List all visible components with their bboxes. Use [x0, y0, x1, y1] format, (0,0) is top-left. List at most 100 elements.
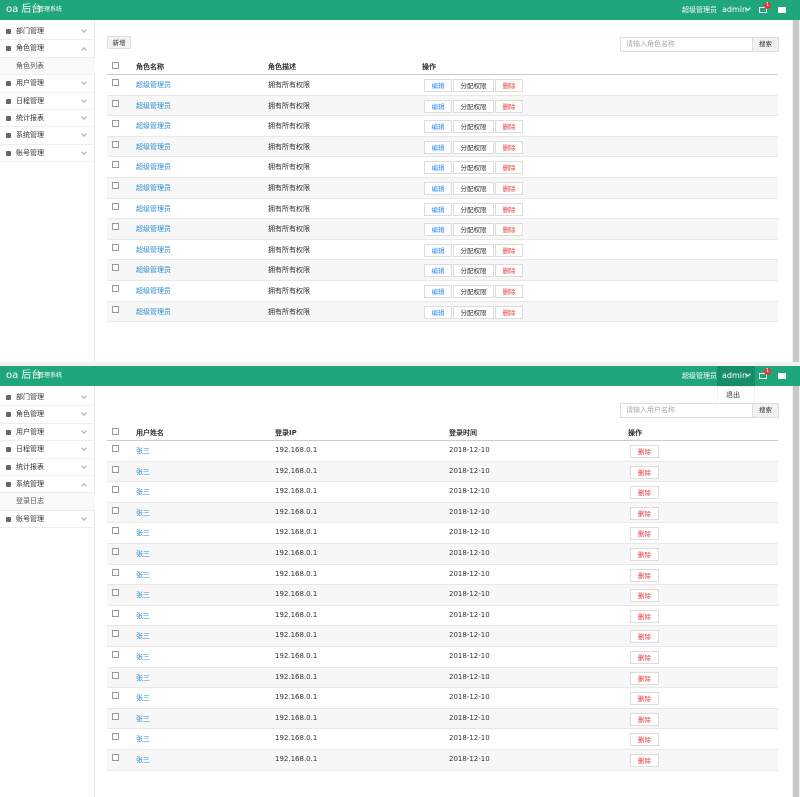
- action-button[interactable]: 编辑: [424, 223, 452, 237]
- action-button[interactable]: 编辑: [424, 99, 452, 113]
- logo[interactable]: oa 后台: [6, 4, 42, 15]
- name-link[interactable]: 超级管理员: [136, 225, 171, 234]
- submenu-item[interactable]: 登录日志: [0, 493, 95, 511]
- action-button[interactable]: 删除: [495, 285, 523, 298]
- menu-label[interactable]: 系统管理: [16, 480, 44, 488]
- checkbox[interactable]: [112, 182, 119, 189]
- action-button[interactable]: 编辑: [424, 243, 452, 257]
- menu-item[interactable]: 用户管理: [0, 424, 95, 442]
- menu-label[interactable]: 用户管理: [16, 79, 44, 88]
- checkbox[interactable]: [112, 754, 119, 761]
- menu-item[interactable]: 账号管理: [0, 145, 95, 163]
- action-button[interactable]: 分配权限: [453, 79, 494, 92]
- checkbox[interactable]: [112, 140, 119, 148]
- user-name[interactable]: admin: [722, 5, 748, 14]
- action-button[interactable]: 删除: [630, 486, 659, 500]
- name-link[interactable]: 超级管理员: [136, 245, 171, 254]
- name-link[interactable]: 张三: [136, 714, 150, 723]
- action-button[interactable]: 删除: [630, 733, 659, 747]
- action-button[interactable]: 删除: [630, 671, 659, 685]
- mail-icon[interactable]: [759, 373, 767, 379]
- action-button[interactable]: 分配权限: [453, 120, 494, 134]
- name-link[interactable]: 超级管理员: [136, 287, 171, 295]
- checkbox[interactable]: [112, 548, 119, 555]
- checkbox[interactable]: [112, 568, 119, 576]
- search-button[interactable]: 搜索: [752, 403, 779, 418]
- menu-label[interactable]: 账号管理: [16, 514, 44, 523]
- action-button[interactable]: 删除: [630, 548, 659, 561]
- action-button[interactable]: 分配权限: [453, 285, 494, 298]
- checkbox[interactable]: [112, 465, 119, 473]
- action-button[interactable]: 编辑: [424, 79, 452, 92]
- skin-icon[interactable]: [778, 373, 786, 379]
- action-button[interactable]: 删除: [630, 692, 659, 706]
- action-button[interactable]: 分配权限: [453, 305, 494, 319]
- menu-label[interactable]: 用户管理: [16, 427, 44, 436]
- action-button[interactable]: 删除: [495, 223, 523, 237]
- name-link[interactable]: 张三: [136, 570, 150, 579]
- menu-item[interactable]: 退出: [726, 391, 740, 399]
- action-button[interactable]: 删除: [630, 754, 659, 767]
- action-button[interactable]: 删除: [630, 630, 659, 644]
- logo[interactable]: oa 后台: [6, 370, 42, 381]
- menu-label[interactable]: 统计报表: [16, 114, 44, 122]
- action-button[interactable]: 编辑: [424, 202, 452, 216]
- action-button[interactable]: 删除: [630, 527, 659, 541]
- action-button[interactable]: 分配权限: [453, 202, 494, 216]
- menu-item[interactable]: 系统管理: [0, 476, 95, 494]
- menu-item[interactable]: 统计报表: [0, 110, 95, 128]
- name-link[interactable]: 超级管理员: [136, 81, 171, 89]
- checkbox[interactable]: [112, 692, 119, 700]
- name-link[interactable]: 超级管理员: [136, 163, 171, 172]
- name-link[interactable]: 张三: [136, 488, 150, 497]
- checkbox[interactable]: [112, 527, 119, 535]
- checkbox[interactable]: [112, 223, 119, 231]
- action-button[interactable]: 删除: [495, 243, 523, 257]
- checkbox[interactable]: [112, 99, 119, 107]
- mail-icon[interactable]: [759, 7, 767, 13]
- checkbox[interactable]: [112, 202, 119, 210]
- menu-item[interactable]: 角色管理: [0, 406, 95, 424]
- action-button[interactable]: 分配权限: [453, 223, 494, 237]
- checkbox[interactable]: [112, 161, 119, 169]
- menu-item[interactable]: 角色管理: [0, 40, 95, 58]
- checkbox[interactable]: [112, 445, 119, 452]
- action-button[interactable]: 编辑: [424, 264, 452, 278]
- checkbox[interactable]: [112, 486, 119, 494]
- name-link[interactable]: 张三: [136, 447, 150, 455]
- action-button[interactable]: 删除: [495, 161, 523, 175]
- name-link[interactable]: 张三: [136, 735, 150, 744]
- name-link[interactable]: 超级管理员: [136, 266, 171, 275]
- checkbox[interactable]: [112, 428, 119, 435]
- name-link[interactable]: 张三: [136, 529, 150, 538]
- action-button[interactable]: 分配权限: [453, 264, 494, 278]
- name-link[interactable]: 张三: [136, 694, 150, 703]
- name-link[interactable]: 超级管理员: [136, 101, 171, 110]
- submenu-item[interactable]: 角色列表: [0, 57, 95, 76]
- checkbox[interactable]: [112, 589, 119, 597]
- menu-item[interactable]: 部门管理: [0, 23, 95, 41]
- action-button[interactable]: 分配权限: [453, 182, 494, 195]
- action-button[interactable]: 删除: [630, 609, 659, 623]
- action-button[interactable]: 编辑: [424, 305, 452, 319]
- checkbox[interactable]: [112, 120, 119, 128]
- checkbox[interactable]: [112, 609, 119, 617]
- checkbox[interactable]: [112, 264, 119, 272]
- name-link[interactable]: 张三: [136, 508, 150, 517]
- checkbox[interactable]: [112, 506, 119, 514]
- checkbox[interactable]: [112, 305, 119, 313]
- search-input[interactable]: 请输入用户名称: [620, 403, 753, 418]
- name-link[interactable]: 张三: [136, 756, 150, 764]
- menu-item[interactable]: 账号管理: [0, 511, 95, 529]
- menu-item[interactable]: 系统管理: [0, 127, 95, 145]
- action-button[interactable]: 删除: [495, 120, 523, 134]
- user-name[interactable]: admin: [722, 371, 748, 380]
- name-link[interactable]: 张三: [136, 632, 150, 641]
- checkbox[interactable]: [112, 243, 119, 251]
- menu-label[interactable]: 角色管理: [16, 44, 44, 53]
- action-button[interactable]: 编辑: [424, 120, 452, 134]
- action-button[interactable]: 删除: [495, 305, 523, 319]
- name-link[interactable]: 张三: [136, 611, 150, 620]
- action-button[interactable]: 分配权限: [453, 161, 494, 175]
- checkbox[interactable]: [112, 285, 119, 292]
